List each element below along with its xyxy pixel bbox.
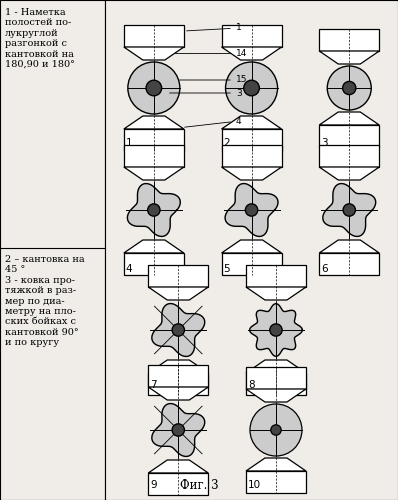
Text: 15: 15 bbox=[179, 76, 247, 84]
Circle shape bbox=[226, 62, 277, 114]
Circle shape bbox=[146, 80, 162, 96]
Polygon shape bbox=[222, 167, 281, 180]
Polygon shape bbox=[222, 47, 281, 60]
Polygon shape bbox=[124, 167, 184, 180]
Polygon shape bbox=[124, 240, 184, 253]
Text: 7: 7 bbox=[150, 380, 157, 390]
Circle shape bbox=[172, 424, 184, 436]
Bar bbox=[148, 365, 208, 387]
Bar bbox=[0, 0, 105, 500]
Text: 4: 4 bbox=[185, 116, 242, 127]
Bar bbox=[319, 253, 379, 275]
Polygon shape bbox=[127, 184, 180, 236]
Circle shape bbox=[327, 66, 371, 110]
Circle shape bbox=[343, 82, 356, 94]
Text: 6: 6 bbox=[321, 264, 328, 274]
Bar bbox=[319, 145, 379, 167]
Bar bbox=[222, 145, 281, 167]
Bar bbox=[246, 373, 306, 395]
Bar bbox=[124, 129, 184, 151]
Text: 2: 2 bbox=[224, 138, 230, 148]
Circle shape bbox=[343, 204, 355, 216]
Polygon shape bbox=[222, 116, 281, 129]
Polygon shape bbox=[124, 116, 184, 129]
Polygon shape bbox=[148, 360, 208, 373]
Polygon shape bbox=[148, 387, 208, 400]
Circle shape bbox=[270, 324, 282, 336]
Circle shape bbox=[148, 204, 160, 216]
Bar bbox=[246, 265, 306, 287]
Polygon shape bbox=[152, 404, 205, 456]
Text: 9: 9 bbox=[150, 480, 157, 490]
Text: 2 – кантовка на
45 °
3 - ковка про-
тяжкой в раз-
мер по диа-
метру на пло-
ских: 2 – кантовка на 45 ° 3 - ковка про- тяжк… bbox=[5, 255, 85, 347]
Polygon shape bbox=[319, 112, 379, 125]
Bar bbox=[124, 25, 184, 47]
Bar bbox=[319, 125, 379, 147]
Polygon shape bbox=[250, 304, 302, 356]
Circle shape bbox=[128, 62, 180, 114]
Polygon shape bbox=[222, 240, 281, 253]
Text: 1: 1 bbox=[187, 24, 242, 32]
Polygon shape bbox=[148, 460, 208, 473]
Polygon shape bbox=[319, 240, 379, 253]
Bar bbox=[148, 265, 208, 287]
Text: 1 - Наметка
полостей по-
лукруглой
разгонкой с
кантовкой на
180,90 и 180°: 1 - Наметка полостей по- лукруглой разго… bbox=[5, 8, 75, 69]
Polygon shape bbox=[323, 184, 376, 236]
Polygon shape bbox=[225, 184, 278, 236]
Polygon shape bbox=[319, 167, 379, 180]
Polygon shape bbox=[246, 360, 306, 373]
Polygon shape bbox=[152, 304, 205, 356]
Polygon shape bbox=[148, 287, 208, 300]
Text: 3: 3 bbox=[170, 88, 242, 98]
Text: 5: 5 bbox=[224, 264, 230, 274]
Bar bbox=[124, 145, 184, 167]
Bar bbox=[246, 367, 306, 389]
Text: 8: 8 bbox=[248, 380, 255, 390]
Polygon shape bbox=[124, 47, 184, 60]
Text: 1: 1 bbox=[126, 138, 133, 148]
Circle shape bbox=[244, 80, 259, 96]
Bar bbox=[222, 25, 281, 47]
Text: 3: 3 bbox=[321, 138, 328, 148]
Text: 4: 4 bbox=[126, 264, 133, 274]
Bar bbox=[148, 473, 208, 495]
Bar bbox=[105, 0, 398, 500]
Bar bbox=[222, 253, 281, 275]
Circle shape bbox=[250, 404, 302, 456]
Circle shape bbox=[172, 324, 184, 336]
Text: 14: 14 bbox=[175, 49, 247, 58]
Bar bbox=[319, 29, 379, 51]
Polygon shape bbox=[246, 389, 306, 402]
Circle shape bbox=[246, 204, 258, 216]
Polygon shape bbox=[319, 51, 379, 64]
Polygon shape bbox=[246, 458, 306, 471]
Circle shape bbox=[271, 425, 281, 435]
Bar bbox=[246, 471, 306, 493]
Bar bbox=[148, 373, 208, 395]
Bar bbox=[222, 129, 281, 151]
Bar bbox=[124, 253, 184, 275]
Text: 10: 10 bbox=[248, 480, 261, 490]
Text: Фиг. 3: Фиг. 3 bbox=[179, 479, 219, 492]
Polygon shape bbox=[246, 287, 306, 300]
